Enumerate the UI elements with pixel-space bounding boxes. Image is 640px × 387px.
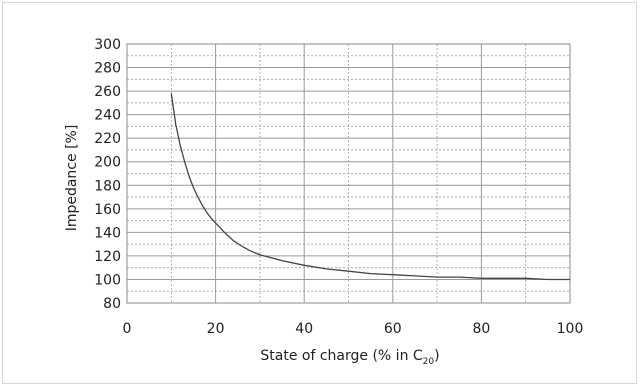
- x-tick-label: 60: [384, 321, 402, 337]
- y-tick-label: 100: [94, 272, 121, 288]
- y-tick-label: 220: [94, 131, 121, 147]
- y-tick-label: 280: [94, 61, 121, 77]
- x-axis-label-subscript: 20: [423, 357, 435, 367]
- x-tick-label: 80: [472, 321, 490, 337]
- y-tick-label: 80: [103, 296, 121, 312]
- x-axis-label-tail: ): [434, 348, 439, 364]
- x-axis-label-main: State of charge (% in C: [260, 348, 422, 364]
- y-axis-label: Impedance [%]: [64, 125, 80, 232]
- x-tick-label: 20: [207, 321, 225, 337]
- impedance-curve: [170, 93, 570, 281]
- x-axis-label: State of charge (% in C20): [260, 348, 439, 367]
- y-tick-label: 120: [94, 249, 121, 265]
- x-tick-label: 0: [123, 321, 132, 337]
- y-axis-ticks: 80 100 120 140 160 180 200 220 240 260 280 300: [94, 37, 121, 312]
- y-tick-label: 200: [94, 155, 121, 171]
- y-tick-label: 140: [94, 225, 121, 241]
- y-tick-label: 260: [94, 84, 121, 100]
- major-grid: [127, 44, 570, 303]
- x-tick-label: 100: [557, 321, 584, 337]
- y-tick-label: 160: [94, 202, 121, 218]
- minor-grid: [127, 44, 570, 303]
- y-tick-label: 300: [94, 37, 121, 53]
- y-tick-label: 180: [94, 178, 121, 194]
- x-tick-label: 40: [295, 321, 313, 337]
- chart-frame: [2, 2, 637, 384]
- x-axis-ticks: 0 20 40 60 80 100: [123, 321, 584, 337]
- y-tick-label: 240: [94, 108, 121, 124]
- plot-area-border: [126, 43, 571, 304]
